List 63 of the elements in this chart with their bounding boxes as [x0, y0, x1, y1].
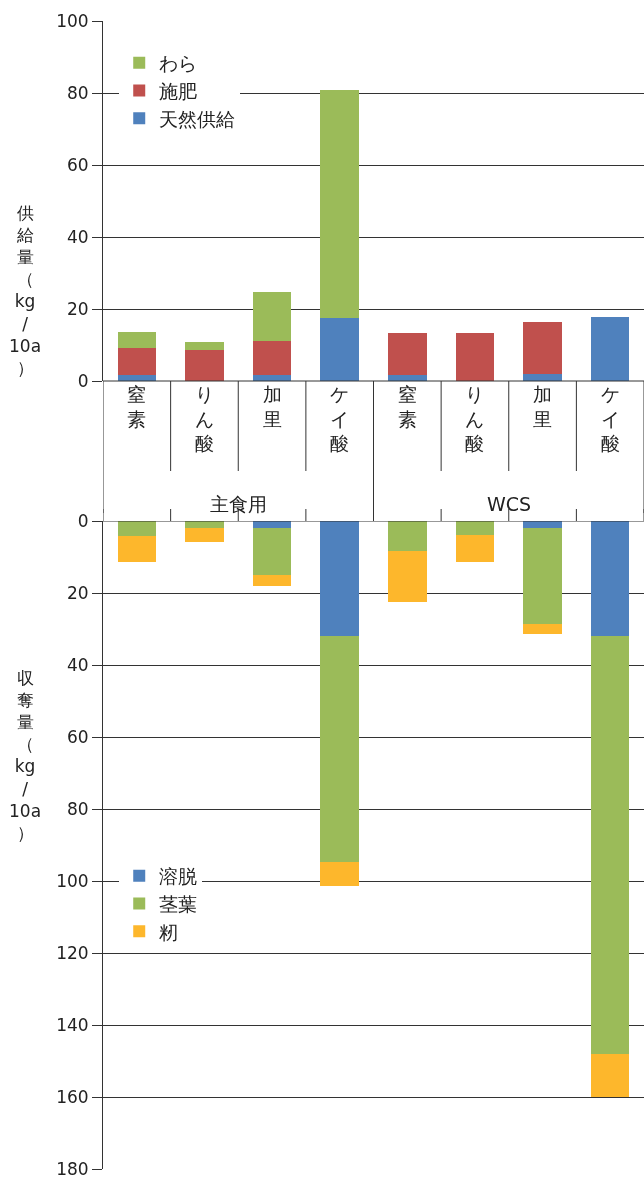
legend-label: 施肥: [159, 79, 198, 102]
bar: [320, 636, 359, 862]
bar: [523, 527, 562, 624]
bar: [252, 527, 292, 575]
bar: [185, 350, 224, 381]
bar: [590, 636, 630, 1054]
text: WCS: [487, 493, 532, 515]
bar: [320, 861, 359, 887]
bar: [523, 321, 562, 374]
x-tick-label: ケイ酸: [600, 383, 620, 455]
y-tick-label: 20: [66, 582, 89, 603]
bar: [117, 332, 157, 348]
y-tick-label: 40: [66, 654, 89, 675]
bar: [185, 342, 224, 351]
y-tick-label: 0: [77, 370, 89, 391]
legend-label: わら: [159, 52, 198, 75]
bar: [117, 347, 157, 375]
y-tick-label: 60: [66, 726, 89, 747]
y-tick-label: 100: [56, 870, 89, 891]
bar: [252, 292, 292, 342]
text: 主食用: [210, 493, 267, 515]
legend-label: 茎葉: [159, 892, 198, 915]
x-tick-label: りん酸: [465, 383, 485, 455]
bar: [185, 527, 224, 542]
x-tick-label: ケイ酸: [330, 383, 350, 455]
legend-label: 溶脱: [159, 865, 198, 888]
bar: [117, 536, 157, 563]
y-tick-label: 60: [66, 154, 89, 175]
bar: [320, 521, 359, 637]
bar: [455, 521, 495, 536]
bar: [320, 90, 359, 318]
x-tick-label: 窒素: [127, 383, 147, 430]
y-tick-label: 0: [77, 510, 89, 531]
bar: [117, 521, 157, 537]
x-tick-label: 加里: [533, 383, 553, 430]
y-tick-label: 100: [56, 10, 89, 31]
y-axis-title: 収奪量（kg/10a）: [9, 668, 42, 843]
legend-label: 籾: [159, 920, 179, 943]
y-tick-label: 20: [66, 298, 89, 319]
x-tick-label: 加里: [262, 383, 282, 430]
bar: [590, 1053, 630, 1097]
y-tick-label: 160: [56, 1086, 89, 1107]
y-tick-label: 120: [56, 942, 89, 963]
bar: [455, 333, 495, 381]
bar: [320, 318, 359, 381]
x-tick-label: 窒素: [397, 383, 417, 430]
y-tick-label: 80: [66, 82, 89, 103]
y-tick-label: 80: [66, 798, 89, 819]
bar: [388, 521, 427, 551]
bar: [252, 341, 292, 375]
bar: [590, 521, 630, 637]
y-tick-label: 40: [66, 226, 89, 247]
bar: [252, 575, 292, 587]
bar: [388, 333, 427, 375]
bar: [590, 316, 630, 381]
bar: [388, 550, 427, 602]
bar: [455, 535, 495, 563]
y-tick-label: 140: [56, 1014, 89, 1035]
y-axis-title: 供給量（kg/10a）: [9, 203, 42, 378]
bar: [523, 623, 562, 635]
legend-label: 天然供給: [159, 107, 236, 130]
x-tick-label: りん酸: [194, 383, 214, 455]
y-tick-label: 180: [56, 1158, 89, 1179]
